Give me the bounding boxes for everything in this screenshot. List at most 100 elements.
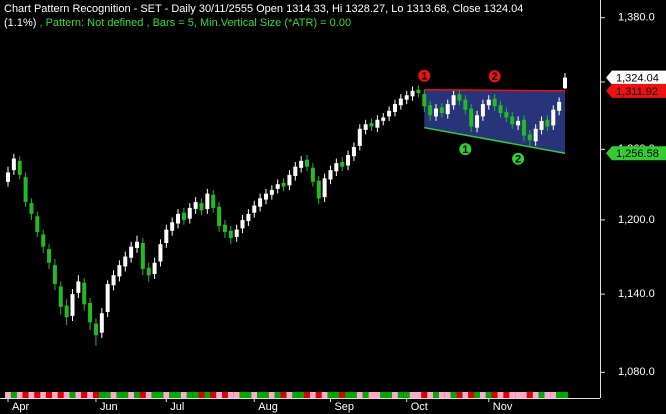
pattern-point — [418, 69, 431, 82]
trend-strip — [34, 392, 41, 398]
trend-strip — [503, 392, 510, 398]
candle-body — [322, 178, 327, 198]
candle-body — [263, 193, 268, 200]
y-tick-label: 1,380.0 — [618, 12, 655, 24]
trend-strip — [438, 392, 445, 398]
trend-strip — [321, 392, 328, 398]
candle-body — [404, 95, 409, 100]
trend-strip — [28, 392, 35, 398]
trend-strip — [210, 392, 217, 398]
candle-body — [23, 177, 28, 202]
candle-body — [381, 117, 386, 121]
candle-body — [11, 158, 16, 171]
trend-strip — [204, 392, 211, 398]
trend-strip — [409, 392, 416, 398]
candle-body — [252, 205, 257, 213]
trend-strip — [75, 392, 82, 398]
trend-strip — [333, 392, 340, 398]
trend-strip — [51, 392, 58, 398]
trend-strip — [239, 392, 246, 398]
value-tag-label: 1,324.04 — [616, 73, 659, 85]
trend-strip — [397, 392, 404, 398]
candle-body — [416, 89, 421, 94]
trend-strip — [245, 392, 252, 398]
trend-strip — [427, 392, 434, 398]
candle-body — [6, 172, 10, 182]
x-tick-label: Sep — [334, 401, 354, 413]
trend-strip — [532, 392, 539, 398]
candle-body — [35, 216, 40, 233]
candle-body — [445, 104, 450, 115]
candle-body — [305, 159, 310, 167]
trend-strip — [186, 392, 193, 398]
trend-strip — [134, 392, 140, 398]
trend-strip — [251, 392, 258, 398]
candle-body — [551, 109, 556, 126]
trend-strip — [263, 392, 269, 398]
candle-body — [228, 230, 233, 239]
pattern-line — [424, 126, 566, 154]
trend-strip — [562, 392, 568, 398]
x-tick-label: Nov — [493, 401, 513, 413]
candle-body — [316, 180, 321, 199]
chart-title: Chart Pattern Recognition - SET - Daily … — [4, 3, 523, 15]
trend-strip — [292, 392, 299, 398]
candle-body — [539, 120, 544, 130]
candle-body — [457, 94, 462, 101]
x-tick-label: Jul — [170, 401, 184, 413]
trend-strip — [327, 392, 334, 398]
candle-body — [82, 282, 87, 305]
candle-body — [222, 224, 227, 233]
trend-strip — [274, 392, 281, 398]
value-tag — [606, 146, 666, 161]
candle-body — [164, 229, 169, 243]
candle-body — [340, 162, 345, 167]
candle-body — [563, 77, 567, 89]
x-tick-label: Aug — [258, 401, 278, 413]
candle-body — [510, 116, 515, 125]
candle-body — [181, 212, 186, 220]
candle-body — [205, 193, 210, 210]
candle-body — [439, 107, 444, 114]
trend-strip — [368, 392, 375, 398]
pattern-info: , Pattern: Not defined , Bars = 5, Min.V… — [36, 17, 351, 29]
candle-body — [234, 229, 239, 237]
candle-body — [310, 167, 315, 182]
candle-body — [111, 275, 116, 286]
trend-strip — [145, 392, 152, 398]
candle-body — [480, 104, 485, 117]
trend-strip — [110, 392, 117, 398]
candle-body — [527, 134, 532, 141]
trend-strip — [380, 392, 387, 398]
candle-body — [328, 170, 333, 180]
candle-body — [88, 303, 93, 323]
change: (1.1%) — [4, 17, 36, 29]
trend-strip — [491, 392, 498, 398]
candle-body — [199, 203, 204, 211]
trend-strip — [350, 392, 357, 398]
trend-strip — [356, 392, 363, 398]
candle-body — [516, 120, 521, 126]
candle-body — [375, 119, 380, 128]
trend-strip — [421, 392, 428, 398]
trend-strip — [93, 392, 99, 398]
trend-strip — [444, 392, 451, 398]
candle-body — [463, 99, 468, 110]
trend-strip — [233, 392, 240, 398]
trend-strip — [122, 392, 129, 398]
pattern-point-label: 2 — [515, 154, 521, 166]
trend-strip — [556, 392, 563, 398]
trend-strip — [87, 392, 94, 398]
x-tick-label: Oct — [411, 401, 428, 413]
candle-body — [363, 124, 368, 130]
trend-strip — [550, 392, 557, 398]
candle-body — [434, 108, 439, 117]
candle-body — [334, 163, 339, 172]
candle-body — [117, 265, 122, 277]
trend-strip — [81, 392, 88, 398]
trend-strip — [521, 392, 527, 398]
candle-body — [70, 294, 75, 316]
candle-body — [521, 119, 526, 136]
candle-body — [41, 234, 46, 247]
